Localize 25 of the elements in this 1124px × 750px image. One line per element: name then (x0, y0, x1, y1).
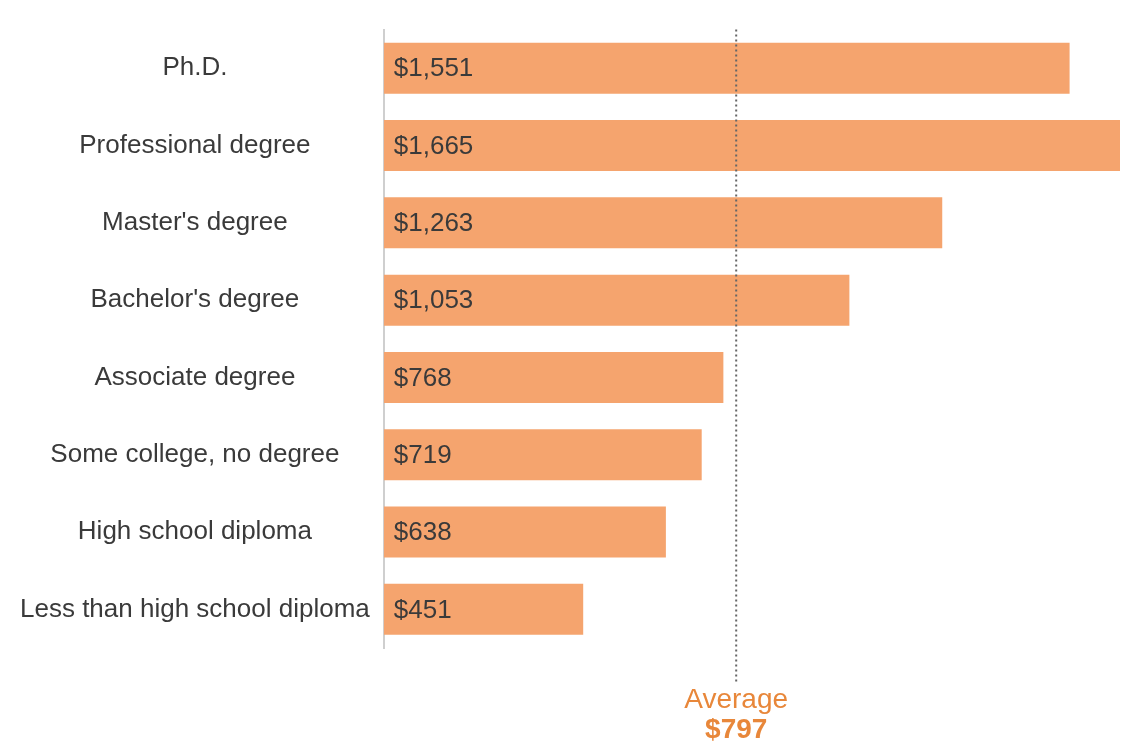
y-tick-label: Associate degree (94, 360, 296, 391)
y-tick-label: High school diploma (77, 515, 313, 546)
y-tick-label: Less than high school diploma (20, 592, 371, 623)
data-label: $1,551 (393, 52, 474, 83)
data-label: $719 (393, 438, 452, 469)
y-tick-label: Some college, no degree (50, 437, 340, 468)
y-tick-label: Master's degree (102, 206, 288, 237)
bar (383, 506, 666, 558)
data-label: $768 (393, 361, 452, 392)
bar (383, 429, 702, 481)
bar (383, 583, 584, 635)
data-label: $451 (393, 593, 452, 624)
bar (383, 42, 1070, 94)
ref-line-label: Average $797 (684, 682, 789, 744)
data-label: $1,053 (393, 284, 474, 315)
bar (383, 351, 724, 403)
data-label: $1,665 (393, 129, 474, 160)
data-label: $638 (393, 516, 452, 547)
y-tick-label: Professional degree (79, 128, 311, 159)
bar (383, 274, 850, 326)
bar (383, 120, 1120, 172)
y-tick-label: Bachelor's degree (90, 283, 300, 314)
data-label: $1,263 (393, 207, 474, 238)
bar (383, 197, 943, 249)
y-tick-label: Ph.D. (162, 51, 228, 82)
